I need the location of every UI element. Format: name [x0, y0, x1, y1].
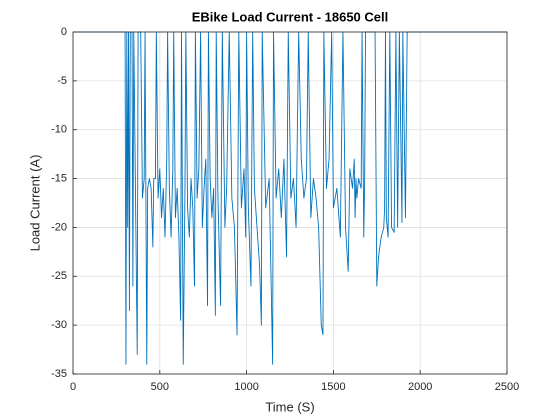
y-tick-label: -10 — [51, 124, 67, 136]
axes-box — [72, 31, 508, 375]
y-tick-label: -25 — [51, 270, 67, 282]
data-line — [73, 31, 507, 365]
x-tick-label: 1000 — [234, 381, 258, 393]
y-tick-label: -20 — [51, 221, 67, 233]
series — [73, 31, 507, 365]
y-tick-label: -5 — [57, 75, 67, 87]
y-tick-label: 0 — [61, 26, 67, 38]
x-tick-label: 1500 — [321, 381, 345, 393]
y-tick-label: -30 — [51, 319, 67, 331]
y-tick-label: -15 — [51, 172, 67, 184]
x-tick-label: 500 — [151, 381, 169, 393]
x-tick-label: 2500 — [495, 381, 519, 393]
y-axis-label: Load Current (A) — [27, 155, 42, 252]
x-axis-label: Time (S) — [265, 399, 314, 414]
chart-title: EBike Load Current - 18650 Cell — [192, 9, 389, 24]
x-tick-label: 0 — [70, 381, 76, 393]
ticks: 0 500 1000 1500 2000 2500 -35 -30 -25 -20 -15 -10 -5… — [51, 26, 519, 393]
x-tick-label: 2000 — [408, 381, 432, 393]
y-tick-label: -35 — [51, 368, 67, 380]
